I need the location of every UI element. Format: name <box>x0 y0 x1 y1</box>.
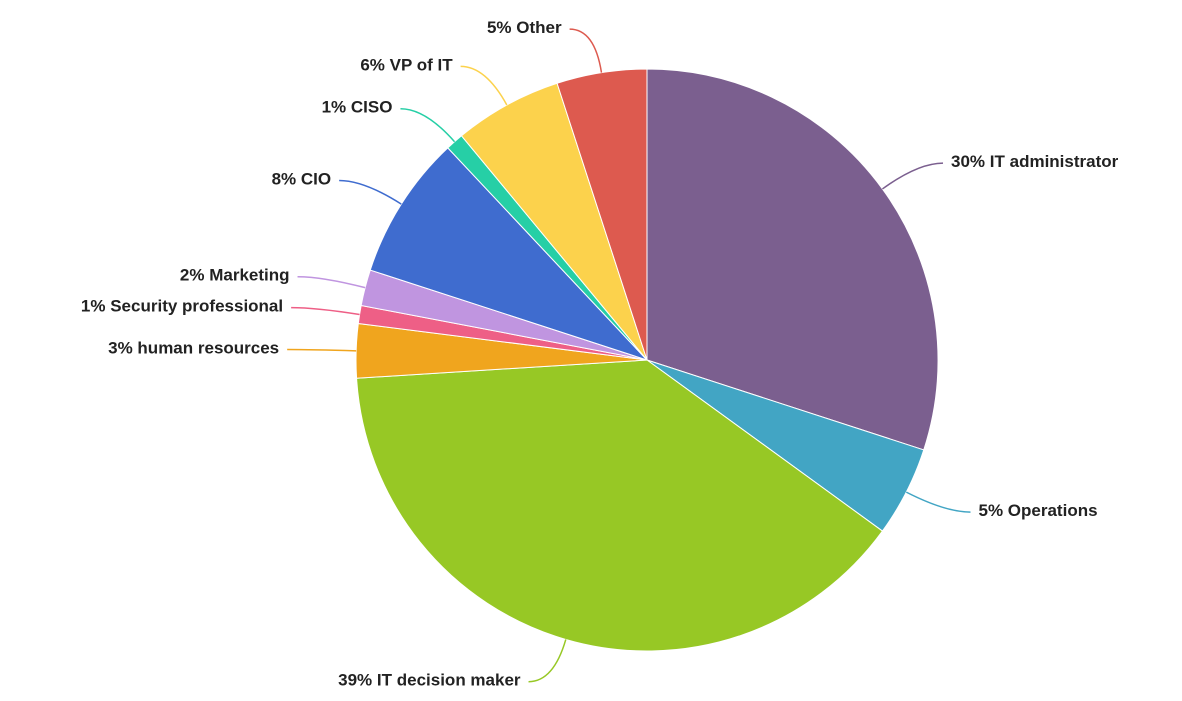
slice-name: IT decision maker <box>377 671 521 690</box>
leader-line <box>400 107 456 143</box>
slice-name: Security professional <box>110 297 283 316</box>
slice-name: CISO <box>351 98 393 117</box>
leader-line <box>297 275 366 289</box>
pie-slice <box>556 68 648 361</box>
slice-name: Marketing <box>209 266 289 285</box>
slice-label: 3% human resources <box>108 339 279 358</box>
pie-slice <box>369 147 648 361</box>
leader-line <box>460 65 508 106</box>
slice-name: CIO <box>301 170 331 189</box>
leader-line <box>528 639 567 683</box>
slice-percent: 3% <box>108 339 133 358</box>
slice-name: human resources <box>137 339 279 358</box>
slice-percent: 2% <box>180 266 205 285</box>
slice-name: IT administrator <box>990 153 1119 172</box>
slice-label: 5% Operations <box>978 502 1097 521</box>
slice-name: Other <box>516 19 562 38</box>
pie-slice <box>356 359 884 652</box>
slice-percent: 8% <box>272 170 297 189</box>
slice-label: 1% Security professional <box>81 297 283 316</box>
slice-percent: 1% <box>81 297 106 316</box>
slice-label: 6% VP of IT <box>360 56 453 75</box>
leader-line <box>339 179 402 205</box>
slice-percent: 39% <box>338 671 372 690</box>
slice-percent: 5% <box>978 502 1003 521</box>
leader-line <box>569 28 603 73</box>
slice-percent: 6% <box>360 56 385 75</box>
slice-label: 2% Marketing <box>180 266 290 285</box>
leader-line <box>881 162 944 190</box>
leader-line <box>291 306 360 316</box>
slice-label: 8% CIO <box>272 170 332 189</box>
slice-label: 5% Other <box>487 19 562 38</box>
slice-label: 30% IT administrator <box>951 153 1119 172</box>
slice-name: Operations <box>1008 502 1098 521</box>
slice-percent: 1% <box>322 98 347 117</box>
slice-label: 1% CISO <box>322 98 393 117</box>
slice-name: VP of IT <box>390 56 454 75</box>
pie-slice <box>646 68 939 451</box>
slice-percent: 5% <box>487 19 512 38</box>
slice-label: 39% IT decision maker <box>338 671 521 690</box>
leader-line <box>287 348 357 352</box>
slice-percent: 30% <box>951 153 985 172</box>
leader-line <box>905 491 971 513</box>
